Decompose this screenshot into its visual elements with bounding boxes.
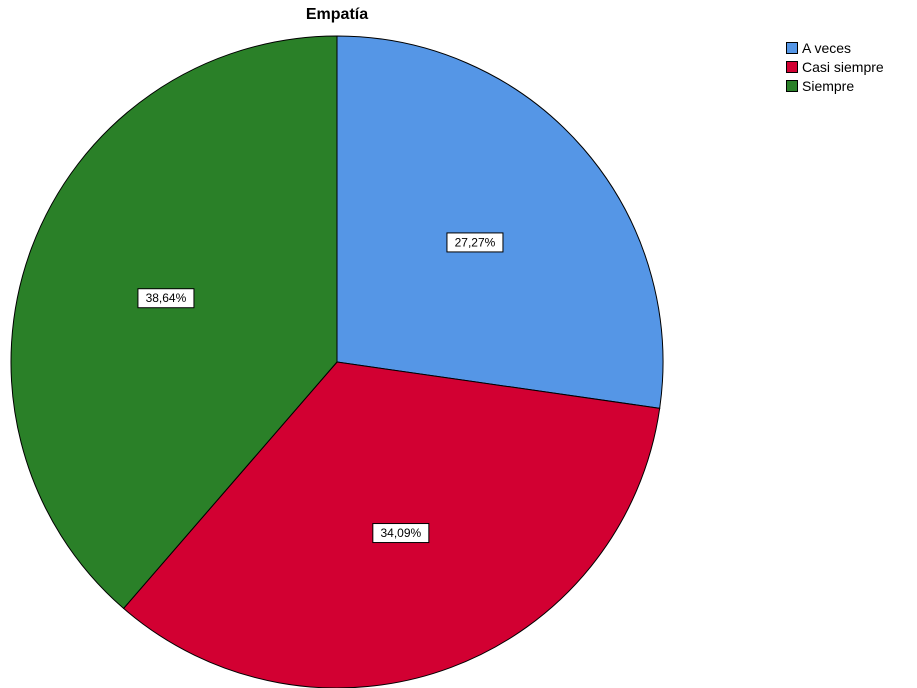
legend-label: Casi siempre	[802, 58, 884, 75]
slice-label-text: 34,09%	[380, 526, 421, 540]
slice-label-text: 38,64%	[146, 291, 187, 305]
pie-slice-a-veces	[336, 35, 664, 409]
slice-label: 38,64%	[137, 288, 195, 309]
pie-slice-siempre	[10, 35, 338, 610]
slice-label: 34,09%	[372, 523, 430, 544]
slice-label-box	[446, 232, 504, 253]
legend-swatch	[786, 41, 798, 54]
legend-item-siempre: Siempre	[786, 76, 884, 95]
slice-label-box	[137, 288, 195, 309]
legend-swatch	[786, 60, 798, 73]
legend-item-casi-siempre: Casi siempre	[786, 57, 884, 76]
chart-title: Empatía	[305, 6, 369, 23]
legend-swatch	[786, 79, 798, 92]
legend-item-a-veces: A veces	[786, 38, 884, 57]
legend-label: A veces	[802, 39, 852, 56]
legend-label: Siempre	[802, 77, 855, 94]
legend: A veces Casi siempre Siempre	[786, 38, 884, 95]
slice-label-text: 27,27%	[455, 235, 496, 249]
slice-label-box	[372, 523, 430, 544]
slice-label: 27,27%	[446, 232, 504, 253]
